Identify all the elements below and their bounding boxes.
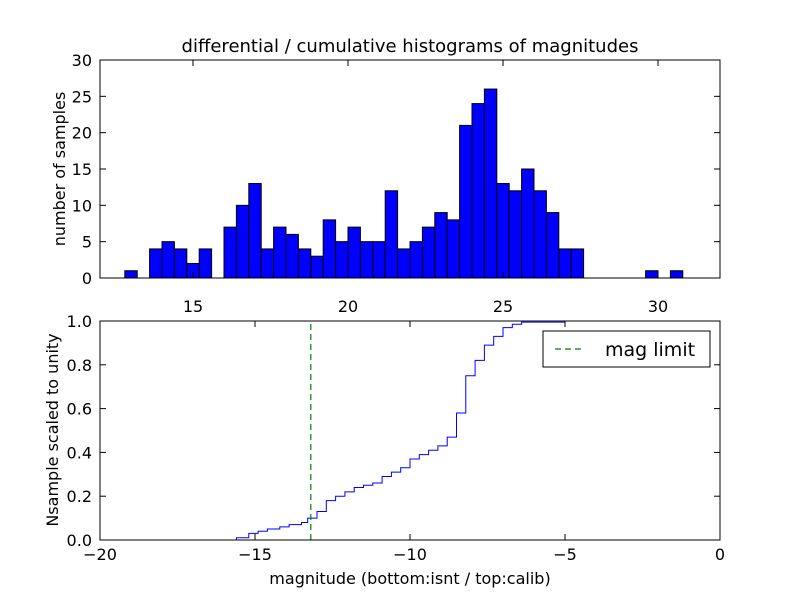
x-tick-label: −20 [83, 545, 117, 564]
y-tick-label: 0.0 [67, 531, 92, 550]
histogram-bar [372, 241, 386, 279]
histogram-bar [310, 255, 324, 279]
legend: mag limit [542, 330, 711, 368]
histogram-bar [434, 212, 448, 279]
histogram-bar [508, 190, 523, 279]
histogram-bar [335, 241, 349, 279]
bottom-y-axis-label: Nsample scaled to unity [43, 333, 62, 526]
x-tick-label: 25 [493, 297, 513, 316]
histogram-bar [173, 248, 188, 279]
histogram-bar [359, 241, 374, 279]
bottom-y-axis-ticks: 0.0 0.2 0.4 0.6 0.8 1.0 [67, 312, 720, 550]
chart-title: differential / cumulative histograms of … [182, 36, 639, 57]
top-x-axis-ticks: 15 20 25 30 [183, 60, 668, 316]
histogram-bar [483, 88, 498, 279]
histogram-bar [322, 219, 337, 279]
x-tick-label: 0 [715, 545, 725, 564]
top-y-axis-ticks: 0 5 10 15 20 25 30 [72, 51, 720, 288]
y-tick-label: 20 [72, 124, 92, 143]
x-tick-label: −5 [553, 545, 577, 564]
histogram-bar [235, 204, 250, 279]
histogram-bar [496, 183, 510, 279]
y-tick-label: 0.4 [67, 443, 92, 462]
histogram-bar [446, 219, 461, 279]
histogram-bar [521, 168, 535, 279]
y-tick-label: 0 [82, 269, 92, 288]
histogram-bar [198, 248, 213, 279]
histogram-bar [149, 248, 163, 279]
y-tick-label: 1.0 [67, 312, 92, 331]
histogram-bar [297, 248, 312, 279]
histogram-bar [409, 241, 423, 279]
bottom-x-axis-label: magnitude (bottom:isnt / top:calib) [269, 569, 550, 588]
histogram-bar [248, 183, 262, 279]
histogram-bar [533, 190, 547, 279]
y-tick-label: 5 [82, 233, 92, 252]
x-tick-label: −15 [238, 545, 272, 564]
histogram-bar [645, 270, 659, 279]
histogram-bar [545, 212, 560, 279]
legend-label-mag-limit: mag limit [605, 339, 695, 361]
x-tick-label: −10 [393, 545, 427, 564]
histogram-bar [384, 190, 399, 279]
histogram-bar [223, 226, 237, 279]
y-tick-label: 0.6 [67, 400, 92, 419]
histogram-bar [669, 270, 684, 279]
histogram-bar [347, 226, 361, 279]
y-tick-label: 0.2 [67, 487, 92, 506]
x-tick-label: 20 [338, 297, 358, 316]
y-tick-label: 0.8 [67, 356, 92, 375]
histogram-bar [471, 103, 485, 279]
histogram-bar [570, 248, 585, 279]
y-tick-label: 15 [72, 160, 92, 179]
histogram-bar [397, 248, 411, 279]
top-histogram-plot: 15 20 25 30 0 5 10 15 20 25 30 differential / cum… [50, 36, 721, 316]
y-tick-label: 30 [72, 51, 92, 70]
bottom-x-axis-ticks: −20 −15 −10 −5 0 [83, 321, 725, 564]
histogram-bars [124, 88, 684, 279]
x-tick-label: 30 [648, 297, 668, 316]
x-tick-label: 15 [183, 297, 203, 316]
histogram-bar [161, 241, 175, 279]
y-tick-label: 25 [72, 87, 92, 106]
histogram-bar [285, 233, 299, 279]
histogram-bar [459, 124, 473, 279]
histogram-bar [124, 270, 138, 279]
top-y-axis-label: number of samples [50, 92, 69, 247]
cumulative-step-line [100, 320, 721, 541]
histogram-bar [260, 248, 275, 279]
histogram-bar [421, 226, 436, 279]
histogram-bar [558, 248, 572, 279]
bottom-cumulative-plot: −20 −15 −10 −5 0 0.0 0.2 0.4 0.6 0.8 1.0 magnitud… [43, 312, 725, 588]
y-tick-label: 10 [72, 196, 92, 215]
histogram-bar [273, 226, 287, 279]
